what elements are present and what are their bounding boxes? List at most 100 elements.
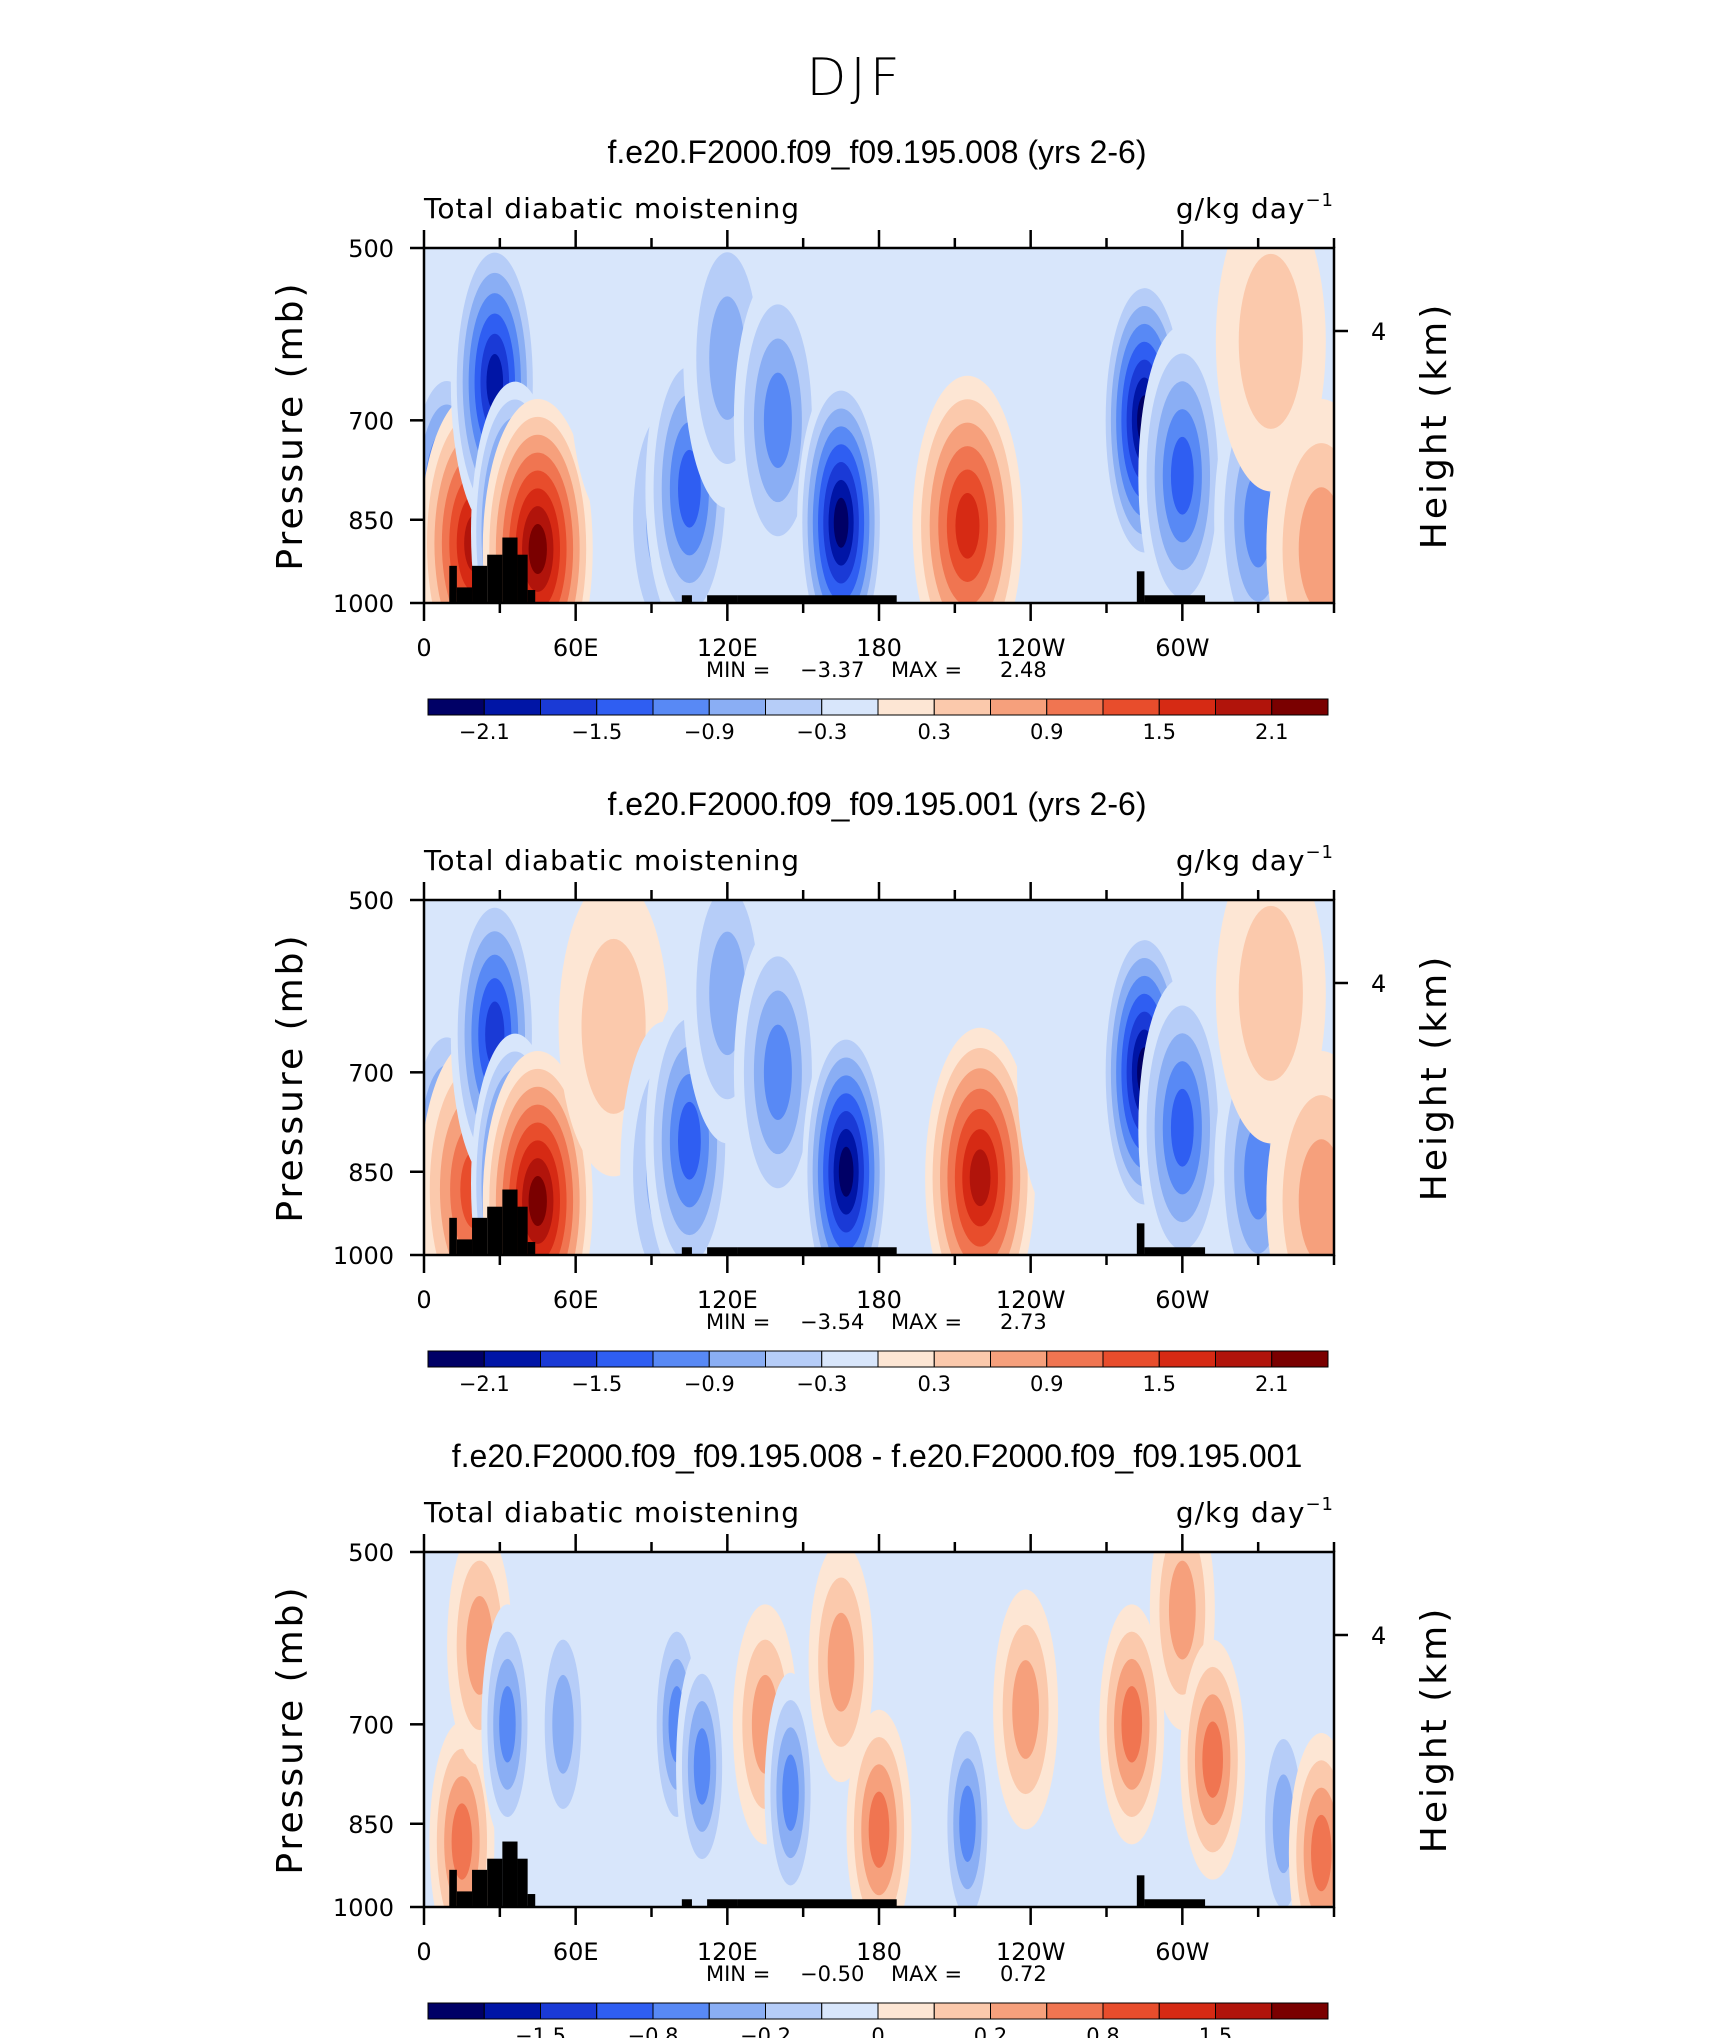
- terrain-block: [517, 554, 528, 603]
- colorbar-swatch: [1102, 698, 1160, 716]
- x-tick-label: 0: [416, 1286, 431, 1314]
- contour-level: [451, 1803, 473, 1880]
- colorbar-swatch: [483, 1350, 541, 1368]
- contour-level: [693, 1728, 711, 1805]
- terrain-block: [1144, 1247, 1206, 1255]
- colorbar-swatch: [427, 698, 485, 716]
- colorbar-swatch: [540, 2002, 598, 2020]
- x-tick-label: 60W: [1155, 634, 1209, 662]
- terrain-block: [681, 1899, 692, 1907]
- contour-level: [1244, 1124, 1273, 1220]
- min-value: −3.37: [800, 658, 864, 682]
- colorbar-swatch: [933, 2002, 991, 2020]
- max-label: MAX =: [891, 658, 962, 682]
- x-tick-label: 0: [416, 634, 431, 662]
- colorbar-swatch: [483, 698, 541, 716]
- colorbar: −2.1 −1.5 −0.9 −0.3 0.3 0.9 1.5 2.1: [427, 1350, 1329, 1396]
- colorbar-swatch: [877, 2002, 935, 2020]
- terrain-block: [449, 565, 457, 603]
- colorbar-swatch: [708, 2002, 766, 2020]
- contour-level: [1168, 1560, 1196, 1660]
- variable-label: Total diabatic moistening: [423, 844, 800, 877]
- x-tick-label: 0: [416, 1938, 431, 1966]
- colorbar-swatch: [1271, 2002, 1329, 2020]
- contour-level: [969, 1149, 991, 1207]
- colorbar-swatch: [933, 1350, 991, 1368]
- x-tick-label: 60E: [553, 1938, 599, 1966]
- y-axis-title: Pressure (mb): [270, 280, 311, 570]
- min-label: MIN =: [706, 1962, 770, 1986]
- units-label: g/kg day−1: [1176, 190, 1334, 225]
- colorbar-tick-label: 2.1: [1255, 1372, 1288, 1396]
- colorbar-tick-label: 2.1: [1255, 720, 1288, 744]
- terrain-block: [1136, 1875, 1145, 1907]
- colorbar-swatch: [877, 698, 935, 716]
- contour-level: [1121, 1686, 1143, 1763]
- colorbar-swatch: [708, 1350, 766, 1368]
- colorbar-tick-label: 1.5: [1143, 720, 1176, 744]
- x-tick-label: 120E: [697, 634, 758, 662]
- max-value: 2.73: [1000, 1310, 1047, 1334]
- min-label: MIN =: [706, 658, 770, 682]
- colorbar-swatch: [821, 698, 879, 716]
- colorbar-swatch: [933, 698, 991, 716]
- terrain-block: [472, 565, 488, 603]
- terrain-block: [472, 1217, 488, 1255]
- contour-level: [1311, 1814, 1332, 1892]
- x-tick-label: 180: [856, 1286, 902, 1314]
- y-tick-label: 500: [348, 235, 394, 263]
- colorbar-swatch: [1158, 2002, 1216, 2020]
- contour-level: [528, 1176, 547, 1227]
- colorbar-swatch: [708, 698, 766, 716]
- x-tick-label: 180: [856, 634, 902, 662]
- contour-level: [1238, 905, 1303, 1081]
- heatmap-field: [424, 1552, 1334, 1907]
- colorbar-tick-label: −0.9: [684, 720, 735, 744]
- y-tick-label: 700: [348, 1711, 394, 1739]
- colorbar-tick-label: 0.3: [918, 720, 951, 744]
- terrain-block: [737, 595, 897, 603]
- heatmap-field: [424, 900, 1334, 1255]
- terrain-block: [737, 1247, 897, 1255]
- chart-panel-3: f.e20.F2000.f09_f09.195.008 - f.e20.F200…: [270, 1438, 1455, 2038]
- y-tick-label: 850: [348, 1811, 394, 1839]
- contour-level: [955, 492, 980, 559]
- y-axis-title: Pressure (mb): [270, 932, 311, 1222]
- colorbar-tick-label: 0.9: [1030, 720, 1063, 744]
- colorbar-swatch: [540, 1350, 598, 1368]
- panel-title: f.e20.F2000.f09_f09.195.008 - f.e20.F200…: [452, 1438, 1302, 1474]
- terrain-block: [456, 1239, 473, 1255]
- panel-title: f.e20.F2000.f09_f09.195.008 (yrs 2-6): [607, 134, 1146, 170]
- y-tick-label: 700: [348, 407, 394, 435]
- colorbar-tick-label: −0.3: [796, 720, 847, 744]
- contour-level: [833, 497, 849, 548]
- colorbar-tick-label: −0.9: [684, 1372, 735, 1396]
- x-tick-label: 120W: [996, 634, 1066, 662]
- colorbar-swatch: [1046, 1350, 1104, 1368]
- colorbar-tick-label: 0.3: [918, 1372, 951, 1396]
- contour-level: [1298, 487, 1334, 603]
- x-tick-label: 120W: [996, 1286, 1066, 1314]
- colorbar-swatch: [1271, 698, 1329, 716]
- x-tick-label: 60E: [553, 634, 599, 662]
- terrain-block: [1136, 1223, 1145, 1255]
- units-label: g/kg day−1: [1176, 842, 1334, 877]
- y-tick-label: 1000: [333, 590, 394, 618]
- contour-level: [782, 1754, 799, 1831]
- colorbar-swatch: [596, 1350, 654, 1368]
- terrain-block: [527, 590, 536, 603]
- terrain-block: [487, 1858, 503, 1907]
- contour-level: [528, 524, 547, 575]
- max-value: 2.48: [1000, 658, 1047, 682]
- colorbar-swatch: [877, 1350, 935, 1368]
- colorbar-swatch: [652, 1350, 710, 1368]
- colorbar-swatch: [427, 1350, 485, 1368]
- contour-level: [1017, 270, 1105, 571]
- contour-level: [581, 938, 646, 1114]
- variable-label: Total diabatic moistening: [423, 1496, 800, 1529]
- colorbar-swatch: [1215, 1350, 1273, 1368]
- contour-level: [868, 1791, 890, 1868]
- colorbar-tick-label: 0.8: [1086, 2024, 1119, 2038]
- heatmap-field: [424, 248, 1334, 603]
- contour-level: [1012, 1660, 1039, 1759]
